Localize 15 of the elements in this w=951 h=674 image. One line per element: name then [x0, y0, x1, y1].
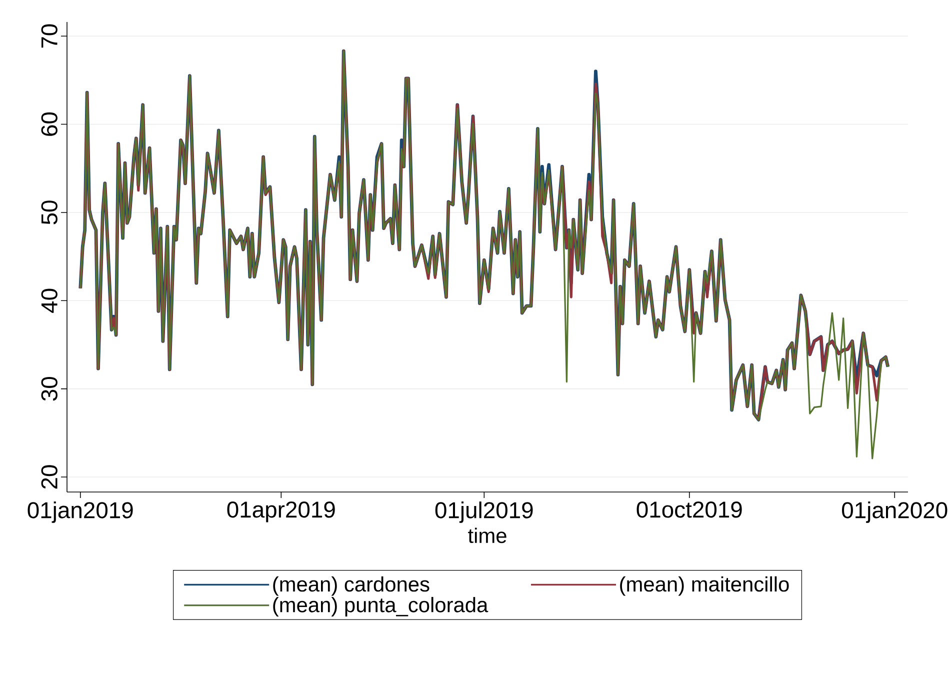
x-tick-label: 01oct2019 [636, 502, 742, 518]
x-axis-title: time [468, 528, 506, 544]
y-tick-label: 50 [41, 200, 58, 224]
x-tick-label: 01apr2019 [227, 502, 335, 522]
y-tick-label: 70 [41, 24, 58, 48]
x-tick-label: 01jan2020 [842, 502, 948, 523]
y-tick-label: 40 [41, 288, 58, 313]
legend-label: (mean) punta_colorada [273, 596, 488, 616]
x-tick-label: 01jul2019 [435, 502, 533, 523]
legend-label: (mean) maitencillo [620, 576, 789, 596]
x-tick-label: 01jan2019 [28, 502, 133, 523]
legend-label: (mean) cardones [273, 576, 430, 596]
y-tick-label: 20 [41, 465, 58, 489]
y-tick-label: 60 [41, 112, 58, 136]
y-tick-label: 30 [41, 376, 58, 401]
